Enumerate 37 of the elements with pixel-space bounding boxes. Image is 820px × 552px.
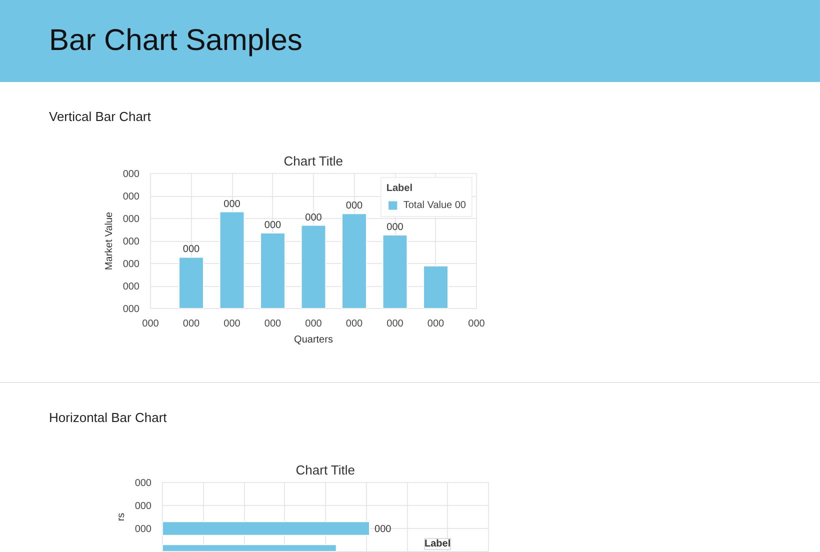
category-label: 000 (122, 236, 140, 248)
annotation: 000 (305, 212, 322, 224)
category-label: 000 (122, 192, 140, 202)
x-axis-title: Quarters (294, 334, 333, 346)
y-axis-title: rs (116, 512, 127, 522)
category-label: 000 (122, 259, 140, 270)
category-label: 000 (122, 282, 140, 292)
annotation: 000 (264, 220, 282, 232)
chart-title: Chart Title (296, 462, 356, 478)
legend-title: Label (424, 538, 451, 550)
text: Bar Chart Samples (49, 23, 302, 59)
legend-title: Label (386, 183, 414, 194)
chart-title: Chart Title (284, 154, 344, 168)
x-tick-label: 000 (264, 318, 282, 330)
y-tick-label: 000 (134, 501, 152, 512)
y-tick-label: 000 (134, 524, 152, 535)
category-label: 000 (122, 169, 140, 180)
x-tick-label: 000 (305, 318, 322, 330)
x-tick-label: 000 (386, 318, 404, 330)
annotation: 000 (386, 222, 404, 233)
category-label: 000 (122, 214, 140, 225)
x-tick-label: 000 (346, 318, 364, 330)
text: 000 (374, 524, 392, 535)
y-tick-label: 000 (134, 478, 152, 489)
chart-subtitle: Horizontal Bar Chart (49, 409, 167, 427)
legend-label: Total Value 00 (403, 200, 466, 210)
x-tick-label: 000 (427, 318, 445, 330)
chart-subtitle: Vertical Bar Chart (49, 108, 151, 126)
text: 000 (346, 200, 364, 212)
x-tick-label: 000 (468, 318, 486, 330)
annotation: 000 (182, 244, 200, 256)
x-tick-label: 000 (224, 318, 241, 330)
x-tick-label: 000 (182, 318, 200, 330)
y-axis-title: Market Value (104, 211, 115, 270)
text: 000 (122, 304, 140, 315)
x-tick-label: 000 (142, 318, 160, 330)
text: 000 (224, 198, 241, 210)
